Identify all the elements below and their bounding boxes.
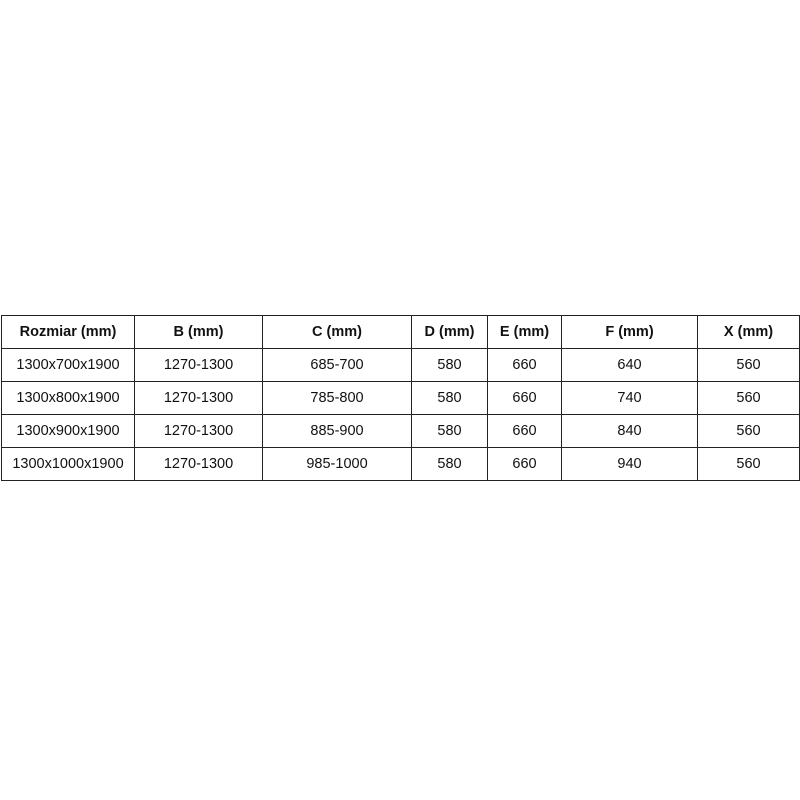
table-cell: 1270-1300 xyxy=(134,447,263,481)
table-cell: 785-800 xyxy=(262,381,412,415)
table-cell: 560 xyxy=(697,348,800,382)
table-row: 1300x900x1900 1270-1300 885-900 580 660 840 56… xyxy=(1,414,800,448)
header-cell: C (mm) xyxy=(262,315,412,349)
table-row: 1300x800x1900 1270-1300 785-800 580 660 740 56… xyxy=(1,381,800,415)
table-cell: 640 xyxy=(561,348,698,382)
table-cell: 580 xyxy=(411,447,488,481)
header-cell: X (mm) xyxy=(697,315,800,349)
header-cell: B (mm) xyxy=(134,315,263,349)
table-cell: 1300x800x1900 xyxy=(1,381,135,415)
header-row: Rozmiar (mm) B (mm) C (mm) D (mm) E (mm)… xyxy=(1,315,800,349)
header-cell: F (mm) xyxy=(561,315,698,349)
table-cell: 685-700 xyxy=(262,348,412,382)
table-cell: 985-1000 xyxy=(262,447,412,481)
table-cell: 660 xyxy=(487,447,562,481)
table-cell: 1300x700x1900 xyxy=(1,348,135,382)
table-cell: 1300x1000x1900 xyxy=(1,447,135,481)
table-cell: 1270-1300 xyxy=(134,414,263,448)
header-cell: D (mm) xyxy=(411,315,488,349)
table-cell: 560 xyxy=(697,381,800,415)
table-row: 1300x700x1900 1270-1300 685-700 580 660 640 56… xyxy=(1,348,800,382)
dimensions-table: Rozmiar (mm) B (mm) C (mm) D (mm) E (mm)… xyxy=(1,315,800,481)
table-cell: 580 xyxy=(411,381,488,415)
table-cell: 740 xyxy=(561,381,698,415)
table-cell: 580 xyxy=(411,414,488,448)
table-cell: 1270-1300 xyxy=(134,348,263,382)
table-cell: 1270-1300 xyxy=(134,381,263,415)
header-cell: E (mm) xyxy=(487,315,562,349)
table-cell: 660 xyxy=(487,414,562,448)
table-row: 1300x1000x1900 1270-1300 985-1000 580 660 940… xyxy=(1,447,800,481)
table-cell: 660 xyxy=(487,381,562,415)
table-cell: 660 xyxy=(487,348,562,382)
table-cell: 940 xyxy=(561,447,698,481)
table-cell: 560 xyxy=(697,414,800,448)
table-cell: 1300x900x1900 xyxy=(1,414,135,448)
table-cell: 840 xyxy=(561,414,698,448)
table-cell: 580 xyxy=(411,348,488,382)
table-cell: 560 xyxy=(697,447,800,481)
table-cell: 885-900 xyxy=(262,414,412,448)
header-cell: Rozmiar (mm) xyxy=(1,315,135,349)
